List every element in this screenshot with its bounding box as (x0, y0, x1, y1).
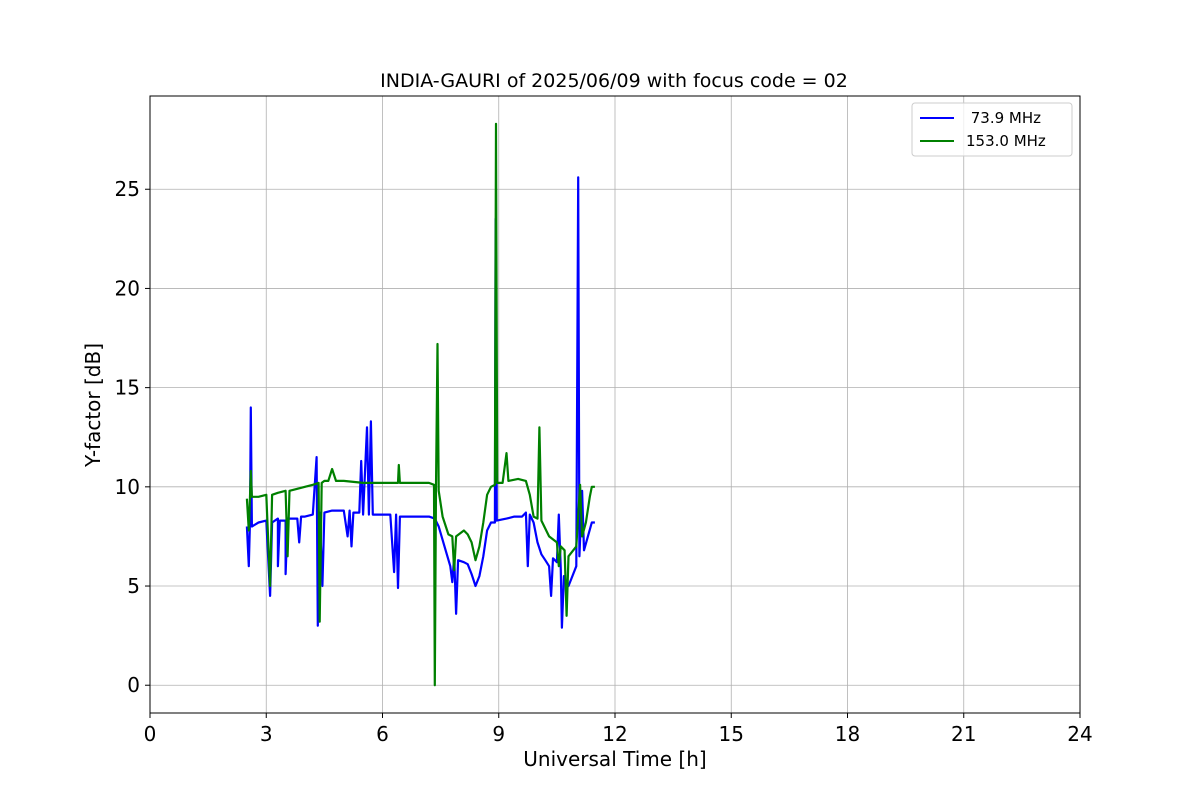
x-tick-label: 9 (492, 722, 505, 746)
y-tick-label: 5 (127, 574, 140, 598)
series-lines (245, 122, 595, 687)
y-tick-label: 20 (115, 276, 140, 300)
y-tick-label: 25 (115, 177, 140, 201)
x-tick-label: 18 (835, 722, 860, 746)
x-tick-label: 12 (602, 722, 627, 746)
y-tick-label: 15 (115, 376, 140, 400)
axis-ticks: 0 3 6 9 12 15 18 21 24 0 5 10 15 20 25 (115, 177, 1093, 746)
x-tick-label: 24 (1067, 722, 1092, 746)
y-axis-label: Y-factor [dB] (81, 343, 105, 468)
legend-label-series-1: 73.9 MHz (966, 109, 1041, 127)
grid-lines (150, 96, 1080, 713)
x-tick-label: 15 (719, 722, 744, 746)
legend-box (911, 102, 1073, 157)
chart-title: INDIA-GAURI of 2025/06/09 with focus cod… (380, 70, 848, 92)
x-tick-label: 21 (951, 722, 976, 746)
x-tick-label: 3 (260, 722, 273, 746)
legend-label-series-2: 153.0 MHz (966, 132, 1046, 150)
series-line-2 (245, 122, 595, 687)
y-tick-label: 10 (115, 475, 140, 499)
legend: 73.9 MHz 153.0 MHz (911, 102, 1073, 157)
x-tick-label: 6 (376, 722, 389, 746)
x-axis-label: Universal Time [h] (523, 747, 706, 771)
series-line-1 (245, 176, 595, 629)
y-tick-label: 0 (127, 673, 140, 697)
x-tick-label: 0 (144, 722, 157, 746)
